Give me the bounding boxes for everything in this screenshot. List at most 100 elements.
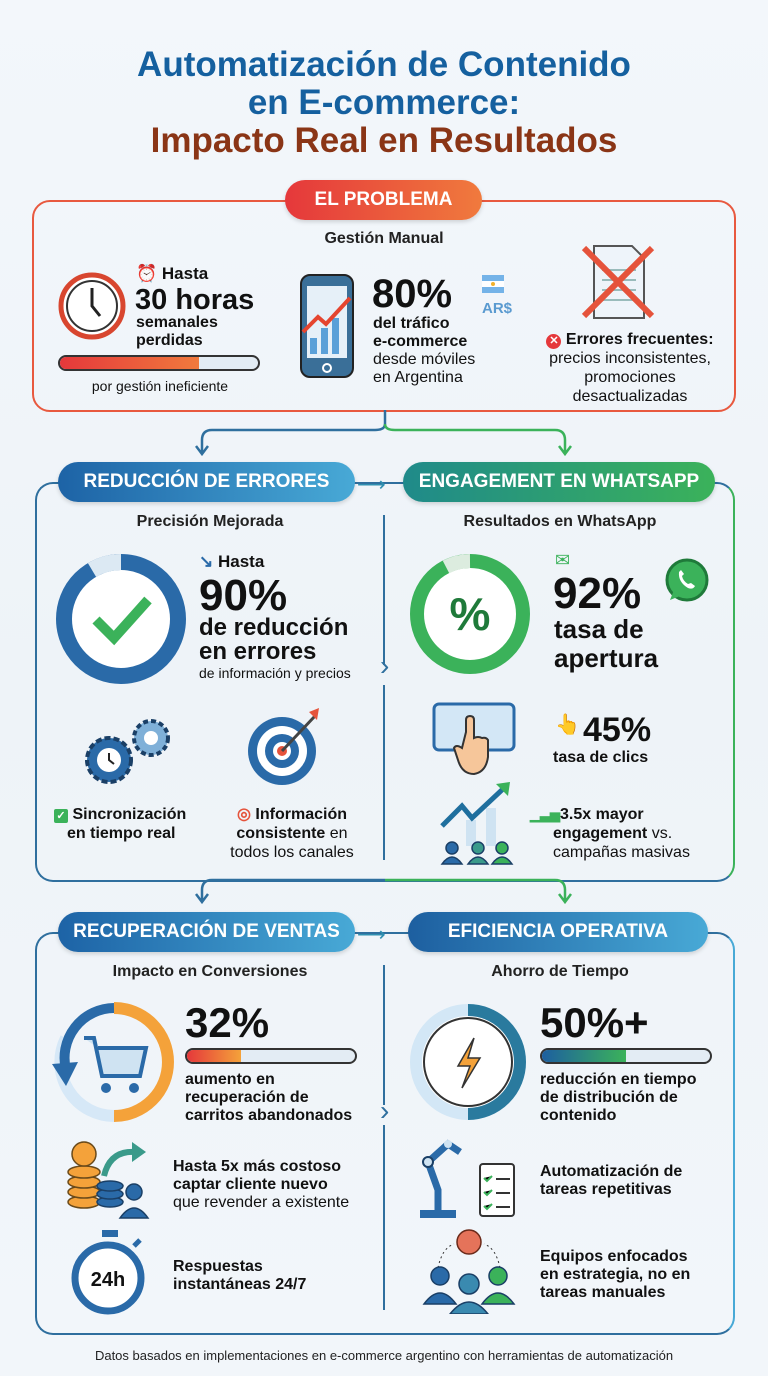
errors-line1: de reducción xyxy=(199,614,349,641)
arrow-right-icon: ⟶ xyxy=(357,924,386,946)
teams-line2: en estrategia, no en xyxy=(540,1266,691,1283)
errors-prefix: Hasta xyxy=(217,552,265,571)
errors-line3: de información y precios xyxy=(199,665,351,681)
sales-line1: aumento en xyxy=(185,1071,275,1088)
consistent-line2a: consistente xyxy=(236,825,326,842)
check-icon: ✓ xyxy=(54,809,68,823)
mobile-line3: desde móviles xyxy=(373,351,476,368)
robot-arm-checklist-icon xyxy=(420,1139,515,1218)
engagement-line2a: engagement xyxy=(553,825,648,842)
footer-note: Datos basados en implementaciones en e-c… xyxy=(94,1348,674,1363)
crossed-document-icon xyxy=(581,245,655,319)
mobile-value: 80% xyxy=(372,272,453,316)
whatsapp-line1: tasa de xyxy=(554,614,644,644)
cart-recovery-icon xyxy=(52,1002,174,1122)
whatsapp-value: 92% xyxy=(553,569,642,618)
whatsapp-pill: ENGAGEMENT EN WHATSAPP xyxy=(403,462,715,502)
sync-line2: en tiempo real xyxy=(67,825,176,842)
cost-line1: Hasta 5x más costoso xyxy=(173,1158,342,1175)
alarm-icon: ⏰ xyxy=(136,264,158,283)
coins-customer-icon xyxy=(67,1141,150,1219)
title-line-2: en E-commerce: xyxy=(247,83,521,122)
clicks-label: tasa de clics xyxy=(553,749,649,766)
sales-line2: recuperación de xyxy=(185,1089,309,1106)
errors-subtitle: Precisión Mejorada xyxy=(136,513,284,530)
engagement-line3: campañas masivas xyxy=(553,844,690,861)
consistent-line2b: en xyxy=(325,825,348,842)
errors-line3: promociones xyxy=(584,369,676,386)
argentina-flag-icon xyxy=(482,275,504,293)
bar-chart-icon: ▁▃▅ xyxy=(530,807,560,822)
hours-prefix: Hasta xyxy=(161,264,209,283)
cost-line3: que revender a existente xyxy=(173,1194,350,1211)
click-screen-icon xyxy=(432,702,516,776)
cost-line2: captar cliente nuevo xyxy=(173,1176,328,1193)
mobile-line1: del tráfico xyxy=(373,315,450,332)
efficiency-line3: contenido xyxy=(540,1107,617,1124)
connector-arrows xyxy=(195,410,572,457)
arrow-right-icon: ⟶ xyxy=(357,474,386,496)
hours-line2: perdidas xyxy=(136,332,203,349)
title-line-1: Automatización de Contenido xyxy=(137,45,631,84)
chevron-right-icon: › xyxy=(380,650,390,681)
sales-pill: RECUPERACIÓN DE VENTAS xyxy=(58,912,355,952)
efficiency-value: 50%+ xyxy=(540,999,649,1046)
response-badge: 24h xyxy=(91,1269,125,1291)
target-icon xyxy=(248,708,319,785)
efficiency-progress-bar xyxy=(540,1048,712,1064)
bottom-section xyxy=(35,932,735,1335)
consistent-line3: todos los canales xyxy=(230,844,354,861)
sync-line1: Sincronización xyxy=(72,806,187,823)
problem-subtitle: Gestión Manual xyxy=(324,230,444,247)
connector-arrows-2 xyxy=(195,878,572,905)
sales-value: 32% xyxy=(185,999,270,1046)
hours-progress-bar xyxy=(58,355,260,371)
sales-line3: carritos abandonados xyxy=(185,1107,353,1124)
hours-caption: por gestión ineficiente xyxy=(91,378,229,394)
efficiency-line2: de distribución de xyxy=(540,1089,678,1106)
whatsapp-icon xyxy=(665,558,709,602)
engagement-line1: 3.5x mayor xyxy=(560,806,644,823)
clicks-value: 45% xyxy=(583,711,652,749)
teams-line3: tareas manuales xyxy=(540,1284,666,1301)
efficiency-line1: reducción en tiempo xyxy=(540,1071,697,1088)
efficiency-pill: EFICIENCIA OPERATIVA xyxy=(408,912,708,952)
title-line-3: Impacto Real en Resultados xyxy=(150,121,618,160)
trend-down-icon: ↘ xyxy=(199,552,214,571)
phone-chart-icon xyxy=(300,274,354,378)
errors-value: 90% xyxy=(199,571,288,620)
errors-line2: precios inconsistentes, xyxy=(549,350,711,367)
whatsapp-subtitle: Resultados en WhatsApp xyxy=(463,513,657,530)
response-line1: Respuestas xyxy=(173,1258,263,1275)
engagement-line2b: vs. xyxy=(647,825,673,842)
problem-pill: EL PROBLEMA xyxy=(285,180,482,220)
currency-label: AR$ xyxy=(482,300,513,317)
errors-line1: Errores frecuentes: xyxy=(565,331,714,348)
errors-line4: desactualizadas xyxy=(572,388,688,405)
chevron-right-icon: › xyxy=(380,1095,390,1126)
errors-line2: en errores xyxy=(199,638,317,665)
sales-subtitle: Impacto en Conversiones xyxy=(112,963,308,980)
error-x-icon: ✕ xyxy=(546,334,562,349)
mail-icon: ✉ xyxy=(555,550,571,570)
growth-audience-icon xyxy=(440,782,514,865)
hours-line1: semanales xyxy=(136,314,218,331)
mobile-line4: en Argentina xyxy=(373,369,463,386)
target-small-icon: ◎ xyxy=(237,806,251,823)
errors-pill: REDUCCIÓN DE ERRORES xyxy=(58,462,355,502)
teams-line1: Equipos enfocados xyxy=(540,1248,688,1265)
percent-ring-icon: % xyxy=(410,554,530,674)
whatsapp-line2: apertura xyxy=(554,643,659,673)
response-line2: instantáneas 24/7 xyxy=(173,1276,307,1293)
fast-clock-icon xyxy=(410,1004,526,1120)
consistent-line1: Información xyxy=(255,806,347,823)
svg-text:%: % xyxy=(450,588,491,640)
check-ring-icon xyxy=(56,554,186,684)
mobile-line2: e-commerce xyxy=(373,333,468,350)
sync-gears-icon xyxy=(85,719,170,784)
auto-line1: Automatización de xyxy=(540,1163,683,1180)
hours-value: 30 horas xyxy=(135,284,255,316)
stopwatch-icon: 24h xyxy=(71,1230,145,1315)
clock-icon xyxy=(58,272,126,340)
team-brain-icon xyxy=(422,1229,516,1314)
